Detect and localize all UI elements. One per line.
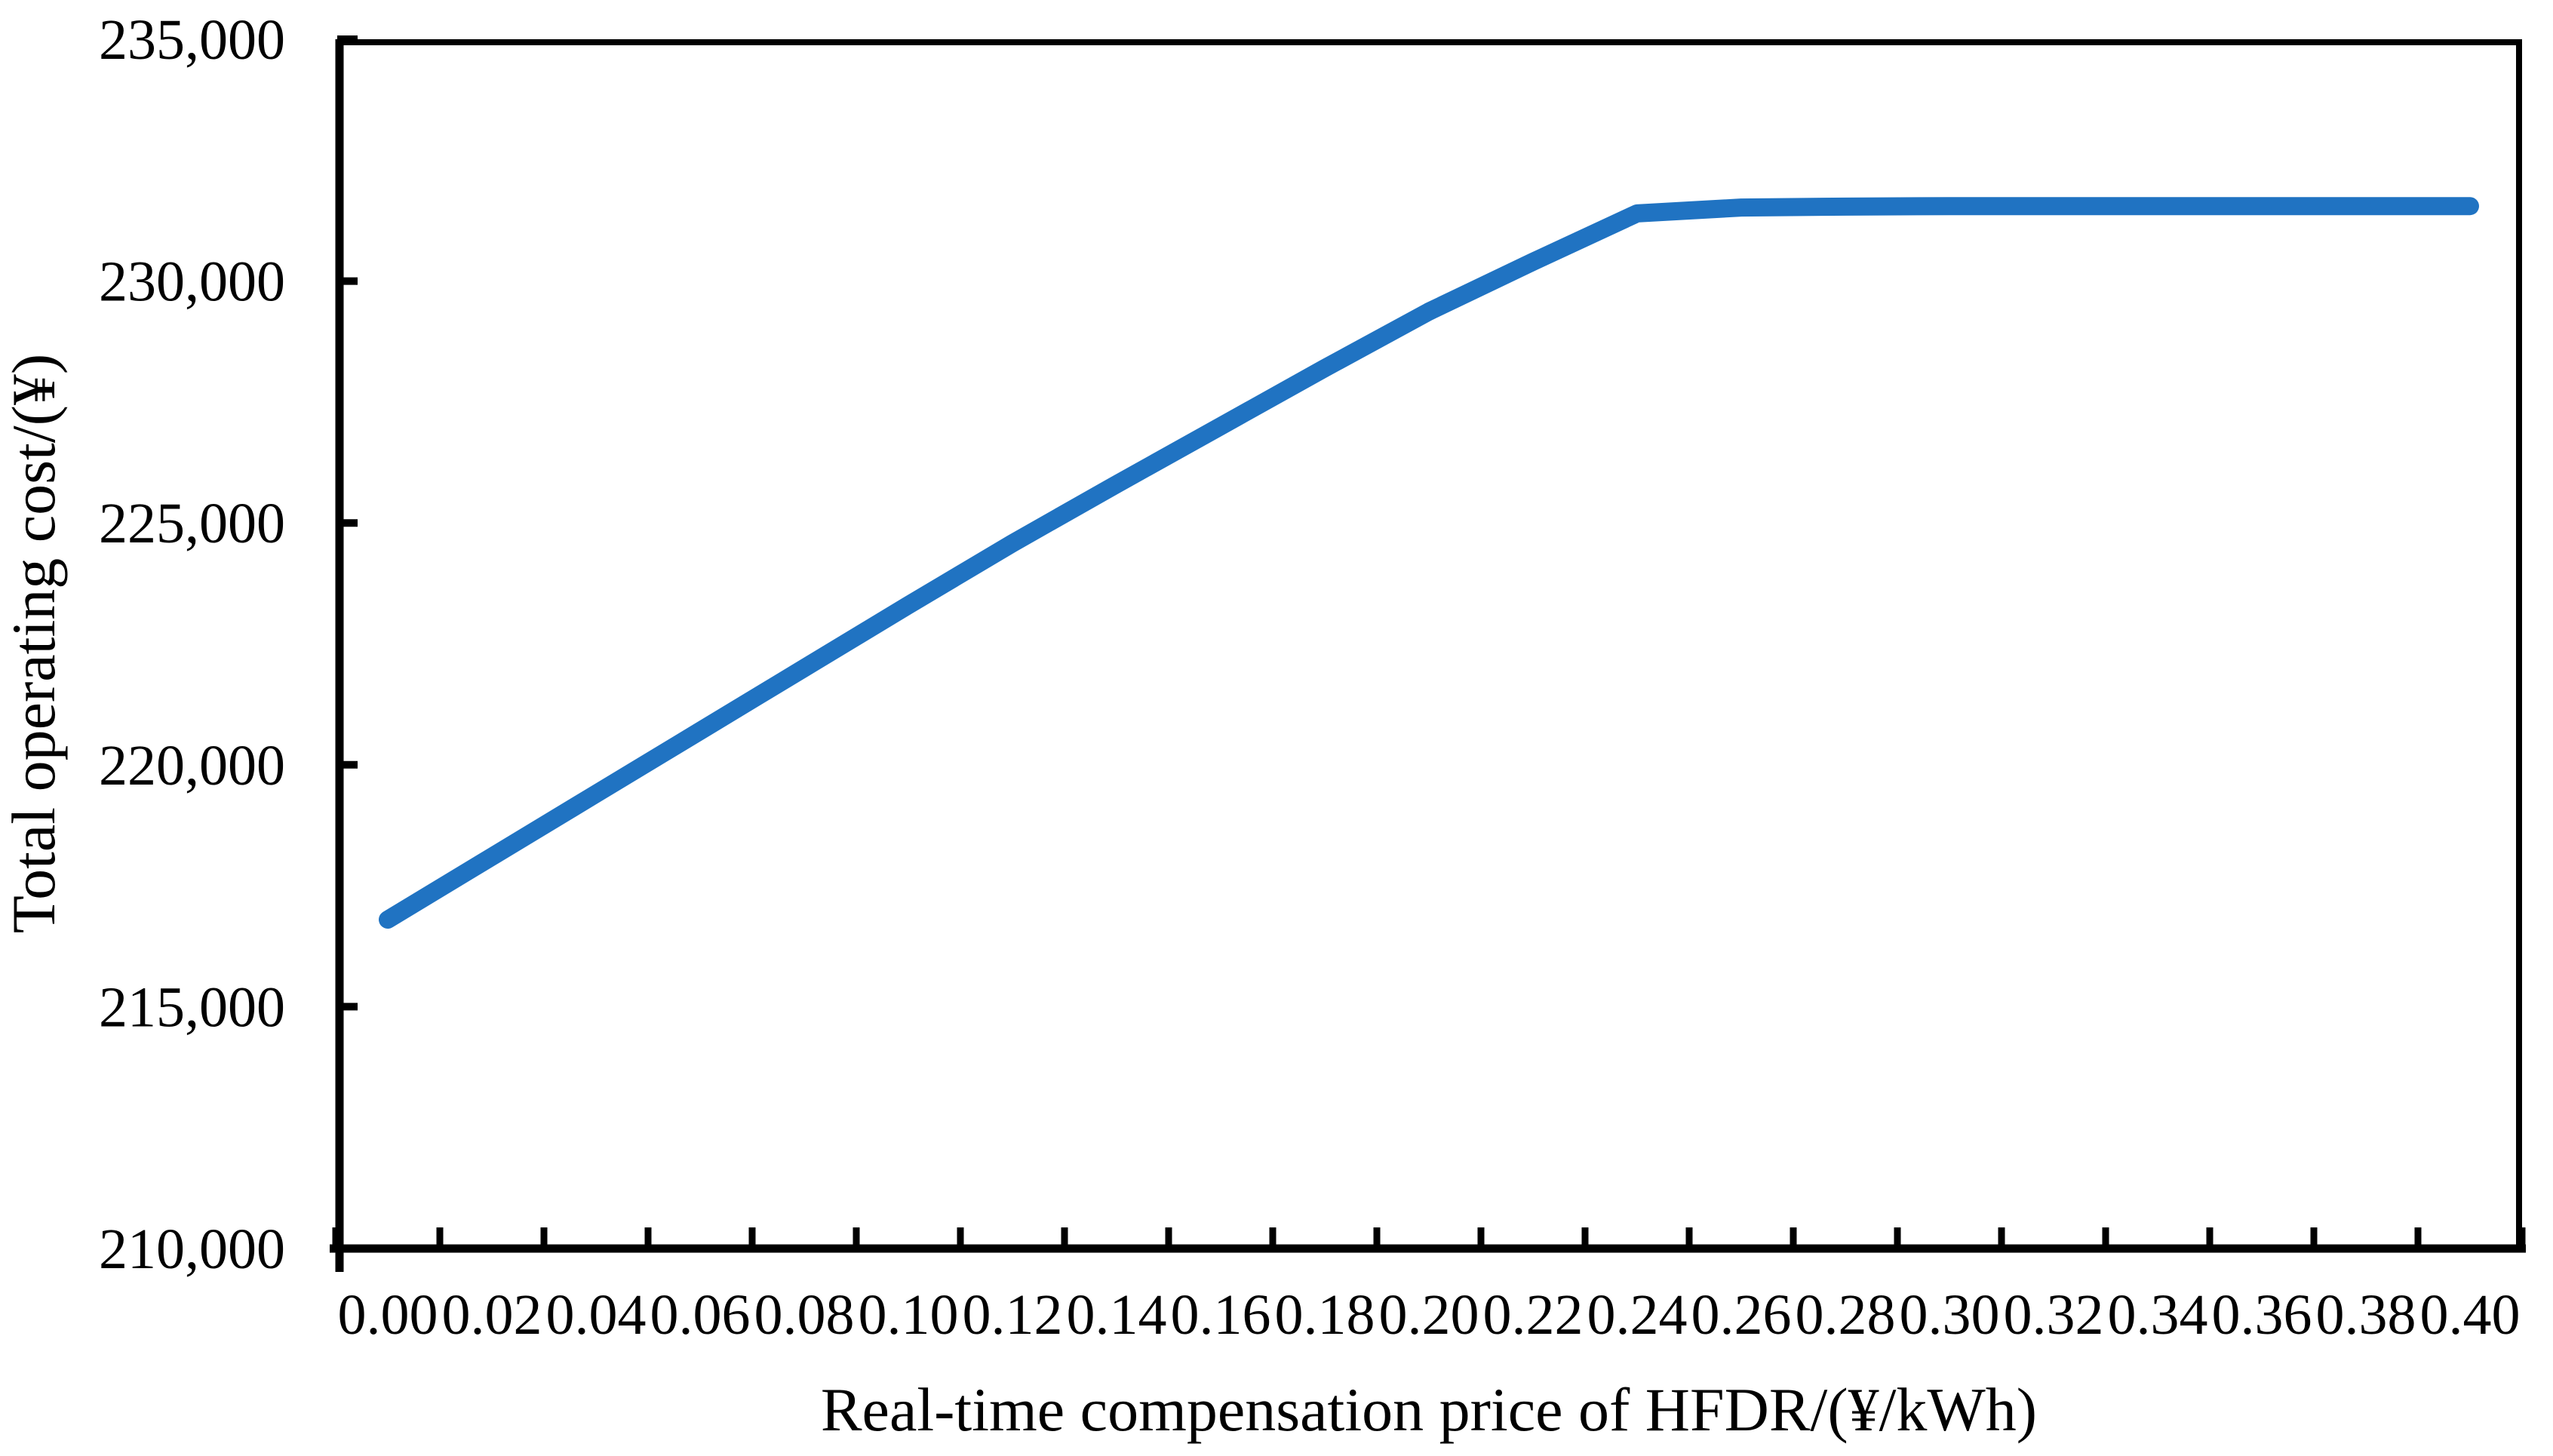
y-axis-ticks bbox=[337, 35, 358, 1252]
y-tick-label: 215,000 bbox=[99, 975, 285, 1039]
x-tick-label: 0.04 bbox=[546, 1283, 647, 1347]
y-tick-label: 235,000 bbox=[99, 8, 285, 72]
x-tick-label: 0.32 bbox=[2004, 1283, 2104, 1347]
series-line-total-operating-cost bbox=[379, 197, 2479, 929]
x-tick-label: 0.10 bbox=[859, 1283, 959, 1347]
x-tick-label: 0.02 bbox=[442, 1283, 542, 1347]
y-tick-label: 220,000 bbox=[99, 734, 285, 797]
x-axis-tick-labels: 0.00 0.02 0.04 0.06 0.08 0.10 0.12 0.14 0.16 0.18… bbox=[338, 1283, 2521, 1347]
x-axis-ticks bbox=[332, 1227, 2526, 1249]
plot-area bbox=[336, 39, 2522, 1249]
y-tick-label: 230,000 bbox=[99, 250, 285, 314]
x-tick-label: 0.30 bbox=[1900, 1283, 2000, 1347]
x-tick-label: 0.22 bbox=[1483, 1283, 1584, 1347]
y-tick-label: 225,000 bbox=[99, 492, 285, 555]
x-tick-label: 0.20 bbox=[1379, 1283, 1479, 1347]
x-tick-label: 0.12 bbox=[963, 1283, 1063, 1347]
x-tick-label: 0.16 bbox=[1171, 1283, 1271, 1347]
x-tick-label: 0.26 bbox=[1691, 1283, 1792, 1347]
x-tick-label: 0.24 bbox=[1587, 1283, 1688, 1347]
x-tick-label: 0.18 bbox=[1275, 1283, 1375, 1347]
x-tick-label: 0.34 bbox=[2108, 1283, 2208, 1347]
x-tick-label: 0.38 bbox=[2316, 1283, 2416, 1347]
x-tick-label: 0.00 bbox=[338, 1283, 438, 1347]
x-tick-label: 0.40 bbox=[2420, 1283, 2521, 1347]
y-axis-title: Total operating cost/(¥) bbox=[0, 354, 68, 933]
x-tick-label: 0.28 bbox=[1796, 1283, 1896, 1347]
y-axis-tick-labels: 210,000 215,000 220,000 225,000 230,000 235,0… bbox=[99, 8, 285, 1281]
x-tick-label: 0.36 bbox=[2212, 1283, 2312, 1347]
x-tick-label: 0.08 bbox=[754, 1283, 855, 1347]
x-axis-title: Real-time compensation price of HFDR/(¥/… bbox=[821, 1375, 2037, 1444]
x-tick-label: 0.06 bbox=[650, 1283, 751, 1347]
x-tick-label: 0.14 bbox=[1067, 1283, 1167, 1347]
y-tick-label: 210,000 bbox=[99, 1218, 285, 1281]
